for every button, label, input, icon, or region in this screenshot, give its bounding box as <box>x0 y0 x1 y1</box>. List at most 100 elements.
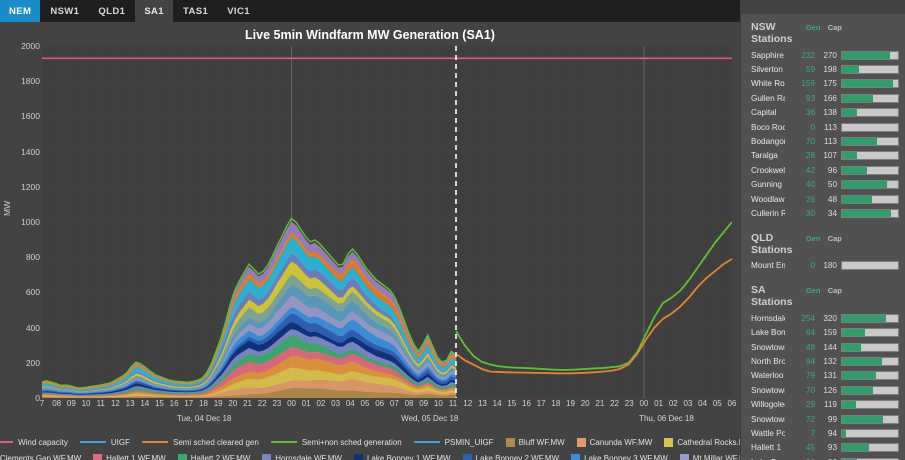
station-row[interactable]: Capital 36 138 <box>747 106 899 120</box>
station-capacity-value: 113 <box>823 137 837 147</box>
station-utilisation-bar <box>841 457 899 460</box>
station-row[interactable]: Woodlawn 26 48 <box>747 192 899 206</box>
stations-sidebar[interactable]: NSW Stations Gen Cap Sapphire 232 270 Silverto… <box>740 14 905 460</box>
station-utilisation-bar <box>841 50 899 60</box>
legend-item[interactable]: Canunda WF.MW <box>576 437 652 447</box>
legend-row: Wind capacity UIGF Semi sched cleared gen S… <box>0 434 753 450</box>
station-row[interactable]: Bodangora 70 113 <box>747 134 899 148</box>
tab-sa1[interactable]: SA1 <box>135 0 174 22</box>
y-tick-label: 400 <box>25 322 40 333</box>
station-capacity-value: 50 <box>827 180 837 190</box>
station-name: Snowtown South <box>751 385 785 395</box>
station-row[interactable]: Hallett 1 45 93 <box>747 441 899 455</box>
station-row[interactable]: Mount Emerald 0 180 <box>747 259 899 273</box>
legend-item[interactable]: Semi sched cleared gen <box>141 438 259 447</box>
station-row[interactable]: Snowtown 72 99 <box>747 412 899 426</box>
legend-item[interactable]: Mt Millar WF.MW <box>679 453 753 460</box>
station-row[interactable]: Lake Bonney 12280 <box>747 455 899 460</box>
legend-item[interactable]: Hornsdale WF.MW <box>262 453 342 460</box>
station-capacity-value: 80 <box>815 458 841 460</box>
legend-label: Hornsdale WF.MW <box>275 453 342 460</box>
x-tick-label: 23 <box>272 399 282 408</box>
station-row[interactable]: Snowtown North 48 144 <box>747 340 899 354</box>
station-name: Capital <box>751 108 777 118</box>
station-name: Lake Bonney 2 <box>751 328 785 338</box>
legend-item[interactable]: Lake Bonney 1 WF.MW <box>353 453 451 460</box>
station-generation-value: 42 <box>805 165 815 175</box>
station-row[interactable]: Sapphire 232 270 <box>747 48 899 62</box>
tab-vic1[interactable]: VIC1 <box>218 0 260 22</box>
station-utilisation-bar <box>841 428 899 438</box>
tab-qld1[interactable]: QLD1 <box>89 0 136 22</box>
station-generation-value: 0 <box>810 261 815 271</box>
legend-item[interactable]: Hallett 2 WF.MW <box>177 453 250 460</box>
tab-nsw1[interactable]: NSW1 <box>41 0 90 22</box>
station-row[interactable]: Lake Bonney 2 64 159 <box>747 325 899 339</box>
legend-color-swatch <box>664 437 674 447</box>
station-utilisation-bar <box>841 79 899 89</box>
station-row[interactable]: Waterloo 79 131 <box>747 369 899 383</box>
legend-item[interactable]: Lake Bonney 3 WF.MW <box>571 453 668 460</box>
x-tick-label: 03 <box>683 399 693 408</box>
station-name: Hornsdale <box>751 313 785 323</box>
legend-label: Clements Gap WF.MW <box>0 453 82 460</box>
legend-item[interactable]: Lake Bonney 2 WF.MW <box>462 453 559 460</box>
y-tick-label: 1400 <box>21 146 40 157</box>
station-row[interactable]: Gullen Range 93 166 <box>747 91 899 105</box>
legend-color-swatch <box>679 453 689 460</box>
legend-item[interactable]: Cathedral Rocks.MW <box>664 437 753 447</box>
station-row[interactable]: Hornsdale 254 320 <box>747 311 899 325</box>
legend-item[interactable]: PSMIN_UIGF <box>413 438 494 447</box>
chart-svg <box>42 46 732 398</box>
station-row[interactable]: Gunning 40 50 <box>747 178 899 192</box>
station-capacity-value: 107 <box>823 151 837 161</box>
line-semi-cleared-forecast <box>455 258 732 375</box>
station-name: Silverton <box>751 65 783 75</box>
station-generation-value: 254 <box>801 313 815 323</box>
legend-item[interactable]: Wind capacity <box>0 438 68 447</box>
day-label: Wed, 05 Dec 18 <box>401 414 459 423</box>
station-row[interactable]: Cullerin Range 30 34 <box>747 206 899 220</box>
tab-tas1[interactable]: TAS1 <box>174 0 219 22</box>
x-tick-label: 09 <box>66 399 76 408</box>
y-tick-label: 0 <box>35 393 40 403</box>
x-tick-label: 22 <box>610 399 619 408</box>
station-name: Gunning <box>751 180 782 190</box>
station-utilisation-bar <box>841 137 899 147</box>
region-tab-bar: NEM NSW1 QLD1 SA1 TAS1 VIC1 <box>0 0 740 22</box>
x-tick-label: 08 <box>404 399 414 408</box>
x-tick-label: 11 <box>96 399 105 408</box>
legend-item[interactable]: Bluff WF.MW <box>505 437 565 447</box>
station-name: Sapphire <box>751 50 784 60</box>
station-row[interactable]: Boco Rock 0 113 <box>747 120 899 134</box>
station-row[interactable]: Willogoleche 29 119 <box>747 397 899 411</box>
station-row[interactable]: Taralga 28 107 <box>747 149 899 163</box>
station-utilisation-bar-fill <box>842 372 876 380</box>
station-row[interactable]: North Brown Hill 94 132 <box>747 354 899 368</box>
station-capacity-value: 131 <box>823 371 837 381</box>
station-utilisation-bar-fill <box>842 386 874 394</box>
station-utilisation-bar <box>841 208 899 218</box>
station-name: Boco Rock <box>751 122 785 132</box>
day-label: Tue, 04 Dec 18 <box>176 414 232 423</box>
legend-item[interactable]: Semi+non sched generation <box>270 438 402 447</box>
station-name: White Rock <box>751 79 785 89</box>
plot-canvas[interactable] <box>42 46 732 398</box>
station-row[interactable]: White Rock 159 175 <box>747 77 899 91</box>
station-name: Willogoleche <box>751 400 785 410</box>
station-row[interactable]: Snowtown South 70 126 <box>747 383 899 397</box>
tab-nem[interactable]: NEM <box>0 0 42 22</box>
station-row[interactable]: Wattle Point 7 94 <box>747 426 899 440</box>
legend-item[interactable]: Hallett 1 WF.MW <box>93 453 166 460</box>
station-row[interactable]: Crookwell 2 42 96 <box>747 163 899 177</box>
station-name: Cullerin Range <box>751 208 785 218</box>
legend-label: Wind capacity <box>18 437 68 447</box>
legend-row: Clements Gap WF.MW Hallett 1 WF.MW Hallett… <box>0 450 753 460</box>
x-tick-label: 15 <box>154 399 164 408</box>
legend-item[interactable]: UIGF <box>79 438 130 447</box>
station-capacity-value: 94 <box>827 428 837 438</box>
legend-item[interactable]: Clements Gap WF.MW <box>0 454 81 460</box>
legend-color-swatch <box>262 453 272 460</box>
station-row[interactable]: Silverton 59 198 <box>747 62 899 76</box>
x-tick-label: 13 <box>477 399 487 408</box>
